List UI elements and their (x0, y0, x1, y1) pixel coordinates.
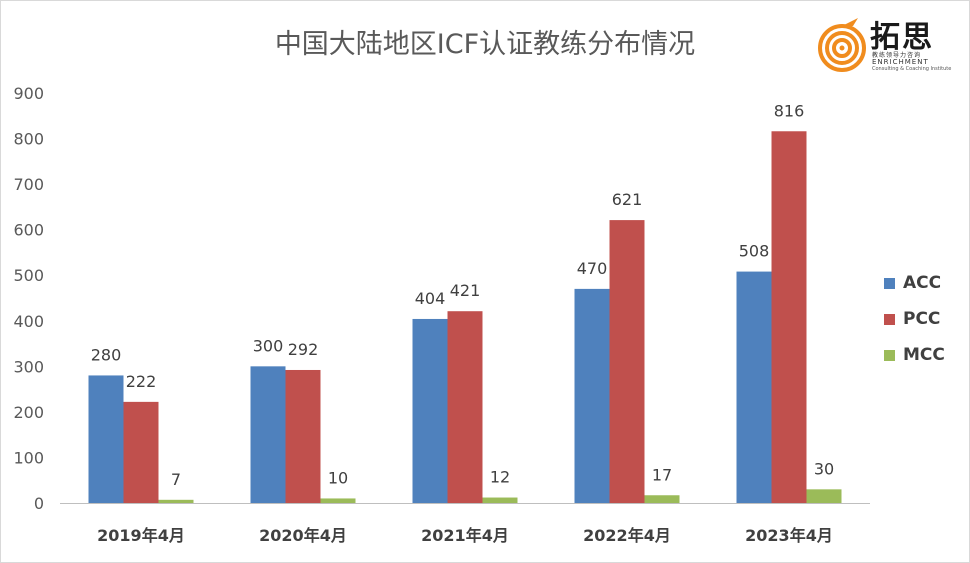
logo-tagline-en: Consulting & Coaching Institute (872, 66, 952, 72)
x-tick-label: 2022年4月 (583, 526, 671, 545)
data-label-mcc: 17 (652, 465, 672, 484)
legend-label-pcc: PCC (903, 309, 941, 329)
data-label-mcc: 7 (171, 470, 181, 489)
data-label-pcc: 421 (450, 281, 481, 300)
spiral-logo-icon (818, 18, 866, 72)
y-tick-label: 900 (13, 84, 44, 103)
bar-mcc (320, 498, 356, 503)
y-tick-label: 300 (13, 357, 44, 376)
data-label-acc: 404 (415, 289, 446, 308)
x-tick-label: 2019年4月 (97, 526, 185, 545)
logo-name-cn: 拓思 (870, 20, 934, 55)
x-tick-label: 2023年4月 (745, 526, 833, 545)
brand-logo: 拓思 教练领导力咨询 ENRICHMENT Consulting & Coach… (818, 12, 958, 74)
y-tick-label: 800 (13, 130, 44, 149)
y-tick-label: 100 (13, 448, 44, 467)
y-tick-label: 500 (13, 266, 44, 285)
legend: ACC PCC MCC (884, 265, 970, 373)
y-tick-label: 0 (34, 494, 44, 513)
bar-acc (574, 288, 610, 503)
bar-mcc (644, 495, 680, 503)
x-tick-label: 2020年4月 (259, 526, 347, 545)
chart-title: 中国大陆地区ICF认证教练分布情况 (274, 29, 696, 60)
bar-pcc (447, 311, 483, 503)
legend-swatch-acc (884, 277, 895, 289)
data-label-acc: 300 (253, 336, 284, 355)
legend-swatch-mcc (884, 349, 895, 361)
bar-pcc (285, 369, 321, 503)
data-label-pcc: 816 (774, 101, 805, 120)
legend-item-acc: ACC (884, 265, 970, 301)
bar-pcc (771, 131, 807, 503)
bars (88, 131, 842, 503)
data-label-pcc: 222 (126, 372, 157, 391)
legend-item-pcc: PCC (884, 301, 970, 337)
y-tick-label: 600 (13, 221, 44, 240)
data-label-pcc: 621 (612, 190, 643, 209)
bar-mcc (158, 499, 194, 503)
x-tick-label: 2021年4月 (421, 526, 509, 545)
bar-mcc (806, 489, 842, 503)
data-label-pcc: 292 (288, 340, 319, 359)
legend-swatch-pcc (884, 313, 895, 325)
data-label-mcc: 12 (490, 468, 510, 487)
logo-tagline-cn: 教练领导力咨询 (872, 52, 922, 59)
data-label-mcc: 30 (814, 459, 834, 478)
y-tick-label: 200 (13, 403, 44, 422)
y-axis-ticks: 0 100 200 300 400 500 600 700 800 900 (13, 84, 44, 513)
legend-item-mcc: MCC (884, 337, 970, 373)
data-label-mcc: 10 (328, 468, 348, 487)
bar-acc (736, 271, 772, 503)
legend-label-acc: ACC (903, 273, 942, 293)
data-label-acc: 508 (739, 242, 770, 261)
logo-name-en: ENRICHMENT (872, 58, 929, 66)
data-label-acc: 470 (577, 259, 608, 278)
bar-mcc (482, 497, 518, 503)
legend-label-mcc: MCC (903, 345, 945, 365)
data-label-acc: 280 (91, 345, 122, 364)
bar-acc (250, 366, 286, 503)
bar-pcc (609, 220, 645, 503)
y-tick-label: 400 (13, 312, 44, 331)
bar-pcc (123, 401, 159, 503)
bar-acc (412, 318, 448, 503)
y-tick-label: 700 (13, 175, 44, 194)
bar-acc (88, 375, 124, 503)
x-axis-labels: 2019年4月 2020年4月 2021年4月 2022年4月 2023年4月 (97, 526, 833, 545)
